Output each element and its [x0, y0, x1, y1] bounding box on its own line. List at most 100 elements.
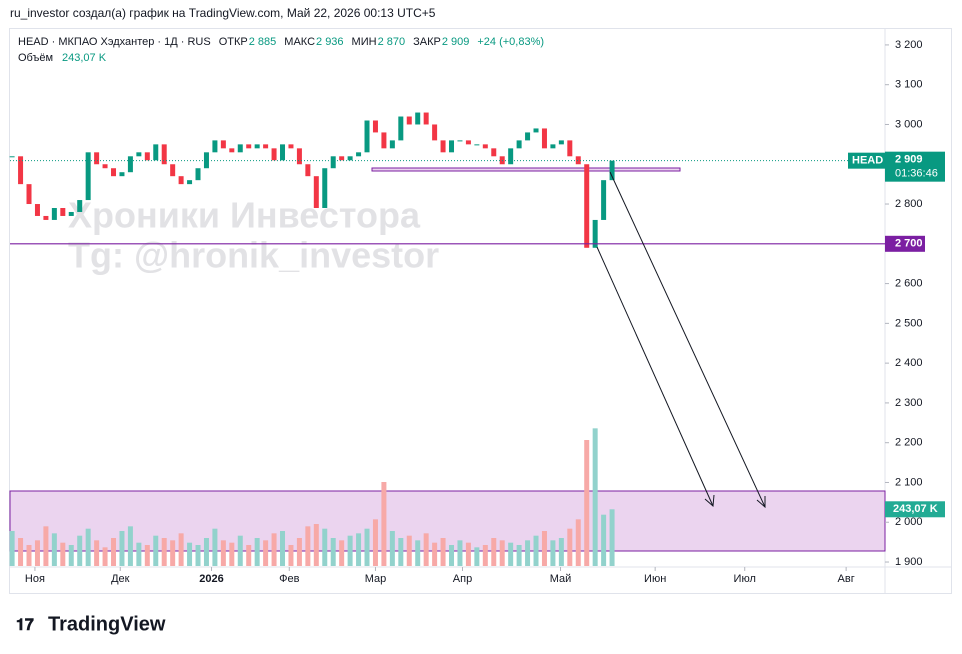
x-tick-label: 2026	[199, 573, 223, 585]
volume-value: 243,07 K	[62, 52, 107, 64]
candle	[136, 152, 142, 157]
candle	[77, 200, 83, 212]
candle	[592, 219, 598, 248]
candle	[161, 144, 167, 165]
volume-bar	[85, 528, 91, 566]
candle	[263, 144, 269, 149]
x-tick-label: Фев	[279, 573, 299, 585]
last-price-label: 2 909	[895, 154, 923, 166]
ohlc-value: 2 909	[442, 36, 470, 48]
volume-bar	[389, 531, 395, 566]
x-tick-label: Ноя	[25, 573, 45, 585]
candle	[508, 148, 514, 165]
volume-bar	[18, 538, 24, 566]
candle	[187, 180, 193, 185]
volume-bar	[364, 528, 370, 566]
volume-bar	[119, 531, 125, 566]
change: +24 (+0,83%)	[477, 36, 544, 48]
candle	[203, 152, 209, 169]
volume-bar	[203, 538, 209, 566]
candle	[389, 140, 395, 149]
candle	[9, 156, 15, 158]
volume-bar	[465, 542, 471, 566]
volume-bar	[34, 540, 40, 566]
candle	[575, 156, 581, 165]
volume-bar	[558, 538, 564, 566]
volume-bar	[127, 526, 133, 566]
volume-bar	[187, 542, 193, 566]
volume-bar	[170, 540, 176, 566]
x-tick-label: Июл	[734, 573, 756, 585]
candle	[347, 156, 353, 161]
y-tick-label: 3 200	[895, 39, 923, 51]
x-tick-label: Апр	[453, 573, 472, 585]
volume-bar	[229, 542, 235, 566]
volume-bar	[567, 528, 573, 566]
candle	[119, 172, 125, 177]
volume-bar	[499, 540, 505, 566]
candle	[322, 168, 328, 209]
candle	[229, 148, 235, 153]
volume-bar	[601, 514, 607, 566]
candle	[533, 128, 539, 133]
logo-mark: 𝟏𝟕	[16, 617, 34, 634]
frame	[9, 28, 952, 594]
candle	[609, 160, 615, 181]
volume-bar	[592, 428, 598, 566]
arrow-head	[756, 496, 766, 509]
volume-bar	[550, 540, 556, 566]
candle	[601, 180, 607, 220]
volume-bar	[296, 538, 302, 566]
candle	[34, 204, 40, 216]
candle	[465, 140, 471, 145]
volume-bar	[94, 540, 100, 566]
candle	[440, 140, 446, 153]
y-tick-label: 2 500	[895, 317, 923, 329]
candle	[237, 144, 243, 153]
candle	[68, 211, 74, 216]
candle	[212, 140, 218, 153]
candle	[398, 116, 404, 141]
candle	[482, 144, 488, 149]
volume-bar	[525, 540, 531, 566]
candle	[474, 144, 480, 146]
candle	[516, 140, 522, 149]
volume-bar	[474, 547, 480, 566]
candle	[153, 144, 159, 161]
x-tick-label: Мар	[365, 573, 387, 585]
volume-bar	[541, 531, 547, 566]
candle	[457, 140, 463, 142]
ohlc-label: МАКС	[284, 36, 315, 48]
candle	[525, 132, 531, 141]
volume-bar	[313, 524, 319, 566]
volume-bar	[246, 545, 252, 566]
candle	[449, 140, 455, 153]
candle	[381, 132, 387, 149]
watermark: Tg: @hronik_investor	[68, 235, 439, 276]
volume-bar	[111, 538, 117, 566]
candle	[18, 156, 24, 185]
volume-bar	[516, 545, 522, 566]
y-tick-label: 2 400	[895, 357, 923, 369]
y-tick-label: 3 000	[895, 118, 923, 130]
volume-bar	[406, 535, 412, 566]
candle	[246, 144, 252, 149]
ohlc-value: 2 885	[249, 36, 277, 48]
arrow-head	[704, 494, 715, 508]
volume-bar	[508, 542, 514, 566]
candle	[541, 128, 547, 149]
candle	[111, 168, 117, 177]
candle	[43, 215, 49, 220]
volume-bar	[305, 526, 311, 566]
y-tick-label: 2 200	[895, 437, 923, 449]
level-box	[885, 235, 925, 252]
volume-box	[885, 501, 945, 518]
arrow	[596, 246, 714, 507]
price-box	[885, 151, 945, 182]
candle	[102, 164, 108, 169]
x-tick-label: Май	[550, 573, 572, 585]
volume-bar	[102, 547, 108, 566]
volume-bar	[288, 545, 294, 566]
candle	[220, 140, 226, 149]
ohlc-value: 2 870	[378, 36, 406, 48]
